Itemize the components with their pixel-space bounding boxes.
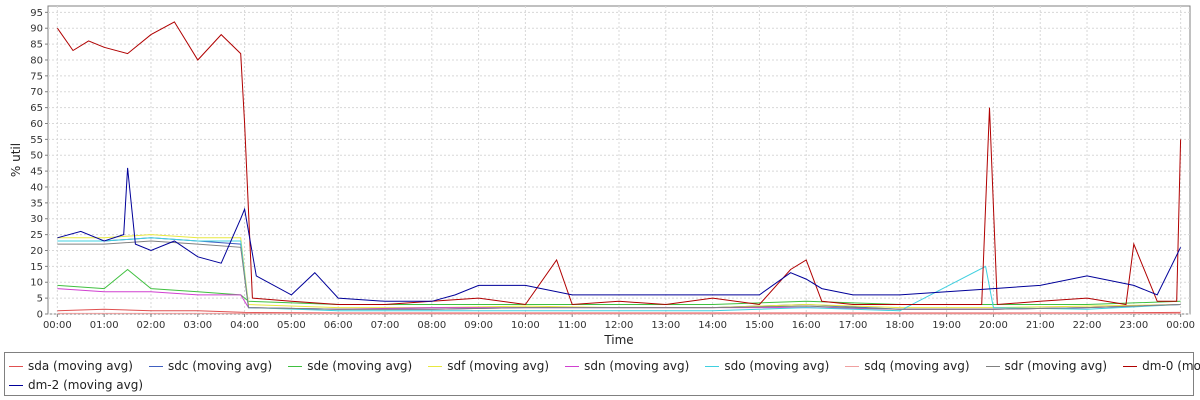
x-axis-ticks: 00:00 01:00 02:00 03:00 04:00 05:00 06:00 07:00… — [43, 314, 1195, 331]
legend-swatch — [565, 365, 580, 367]
x-tick-label: 00:00 — [1166, 320, 1195, 331]
y-tick-label: 20 — [30, 246, 43, 257]
x-tick-label: 01:00 — [90, 320, 119, 331]
chart-svg: 0 5 10 15 20 25 30 35 40 45 50 55 60 65 70 75 80 85 90 95 0… — [9, 5, 1195, 347]
y-tick-label: 10 — [30, 278, 43, 289]
legend-swatch — [705, 365, 720, 367]
gridlines — [48, 6, 1190, 315]
legend-swatch — [288, 365, 303, 367]
series-line — [57, 240, 1181, 310]
y-tick-label: 90 — [30, 24, 43, 35]
x-tick-label: 11:00 — [558, 320, 587, 331]
legend-row-2: dm-2 (moving avg) — [5, 375, 155, 395]
x-tick-label: 00:00 — [43, 320, 72, 331]
x-tick-label: 06:00 — [324, 320, 353, 331]
series-line — [57, 234, 1181, 309]
y-tick-label: 50 — [30, 151, 43, 162]
x-tick-label: 17:00 — [839, 320, 868, 331]
x-tick-label: 13:00 — [651, 320, 680, 331]
y-tick-label: 25 — [30, 230, 43, 241]
x-tick-label: 05:00 — [277, 320, 306, 331]
y-tick-label: 55 — [30, 135, 43, 146]
legend-item: sda (moving avg) — [9, 359, 133, 373]
legend-swatch — [1123, 365, 1138, 367]
legend-swatch — [845, 365, 860, 367]
x-tick-label: 10:00 — [511, 320, 540, 331]
legend-item: sdo (moving avg) — [705, 359, 829, 373]
y-tick-label: 45 — [30, 167, 43, 178]
legend-swatch — [9, 384, 23, 386]
x-tick-label: 14:00 — [698, 320, 727, 331]
legend-label: dm-0 (moving avg) — [1142, 359, 1200, 373]
y-tick-label: 95 — [30, 8, 43, 19]
y-tick-label: 0 — [37, 310, 43, 321]
y-tick-label: 80 — [30, 55, 43, 66]
y-tick-label: 70 — [30, 87, 43, 98]
legend-label: sdr (moving avg) — [1004, 359, 1108, 373]
x-tick-label: 20:00 — [979, 320, 1008, 331]
series-line — [57, 167, 1182, 302]
legend-item: sdf (moving avg) — [428, 359, 549, 373]
legend-item: sdc (moving avg) — [148, 359, 273, 373]
y-tick-label: 35 — [30, 198, 43, 209]
series-line — [57, 237, 1181, 312]
line-chart: 0 5 10 15 20 25 30 35 40 45 50 55 60 65 70 75 80 85 90 95 0… — [9, 5, 1195, 347]
y-tick-label: 60 — [30, 119, 43, 130]
legend-item: sdn (moving avg) — [565, 359, 689, 373]
legend-item: sdq (moving avg) — [845, 359, 970, 373]
legend: sda (moving avg) sdc (moving avg) sde (mov… — [4, 352, 1200, 396]
legend-label: sdq (moving avg) — [864, 359, 970, 373]
x-tick-label: 08:00 — [417, 320, 446, 331]
series-lines — [56, 21, 1182, 315]
legend-item: sde (moving avg) — [288, 359, 412, 373]
legend-item: sdr (moving avg) — [985, 359, 1108, 373]
series-line — [56, 21, 1182, 306]
legend-swatch — [985, 365, 1000, 367]
y-tick-label: 15 — [30, 262, 43, 273]
y-tick-label: 40 — [30, 182, 43, 193]
legend-swatch — [428, 365, 443, 367]
y-tick-label: 5 — [37, 294, 43, 305]
legend-label: sdc (moving avg) — [167, 359, 273, 373]
legend-label: dm-2 (moving avg) — [28, 378, 144, 392]
legend-row-1: sda (moving avg) sdc (moving avg) sde (mov… — [5, 356, 1200, 376]
y-axis-ticks: 0 5 10 15 20 25 30 35 40 45 50 55 60 65 70 75 80 85 90 95 — [30, 8, 48, 321]
y-tick-label: 65 — [30, 103, 43, 114]
x-tick-label: 02:00 — [137, 320, 166, 331]
x-tick-label: 09:00 — [464, 320, 493, 331]
legend-item: dm-2 (moving avg) — [9, 378, 143, 392]
x-tick-label: 21:00 — [1026, 320, 1055, 331]
x-tick-label: 23:00 — [1119, 320, 1148, 331]
x-tick-label: 04:00 — [230, 320, 259, 331]
y-axis-label: % util — [9, 143, 23, 177]
y-tick-label: 30 — [30, 214, 43, 225]
y-tick-label: 75 — [30, 71, 43, 82]
x-tick-label: 18:00 — [885, 320, 914, 331]
series-line — [57, 308, 1181, 314]
x-tick-label: 22:00 — [1073, 320, 1102, 331]
x-axis-label: Time — [603, 333, 633, 347]
x-tick-label: 03:00 — [183, 320, 212, 331]
y-tick-label: 85 — [30, 40, 43, 51]
x-tick-label: 15:00 — [745, 320, 774, 331]
x-tick-label: 12:00 — [605, 320, 634, 331]
legend-label: sdn (moving avg) — [584, 359, 690, 373]
legend-swatch — [148, 365, 163, 367]
x-tick-label: 19:00 — [932, 320, 961, 331]
legend-label: sdf (moving avg) — [447, 359, 550, 373]
x-tick-label: 16:00 — [792, 320, 821, 331]
x-tick-label: 07:00 — [371, 320, 400, 331]
legend-label: sda (moving avg) — [28, 359, 133, 373]
legend-label: sdo (moving avg) — [724, 359, 830, 373]
legend-item: dm-0 (moving avg) — [1123, 359, 1200, 373]
legend-swatch — [9, 365, 23, 367]
legend-label: sde (moving avg) — [307, 359, 413, 373]
